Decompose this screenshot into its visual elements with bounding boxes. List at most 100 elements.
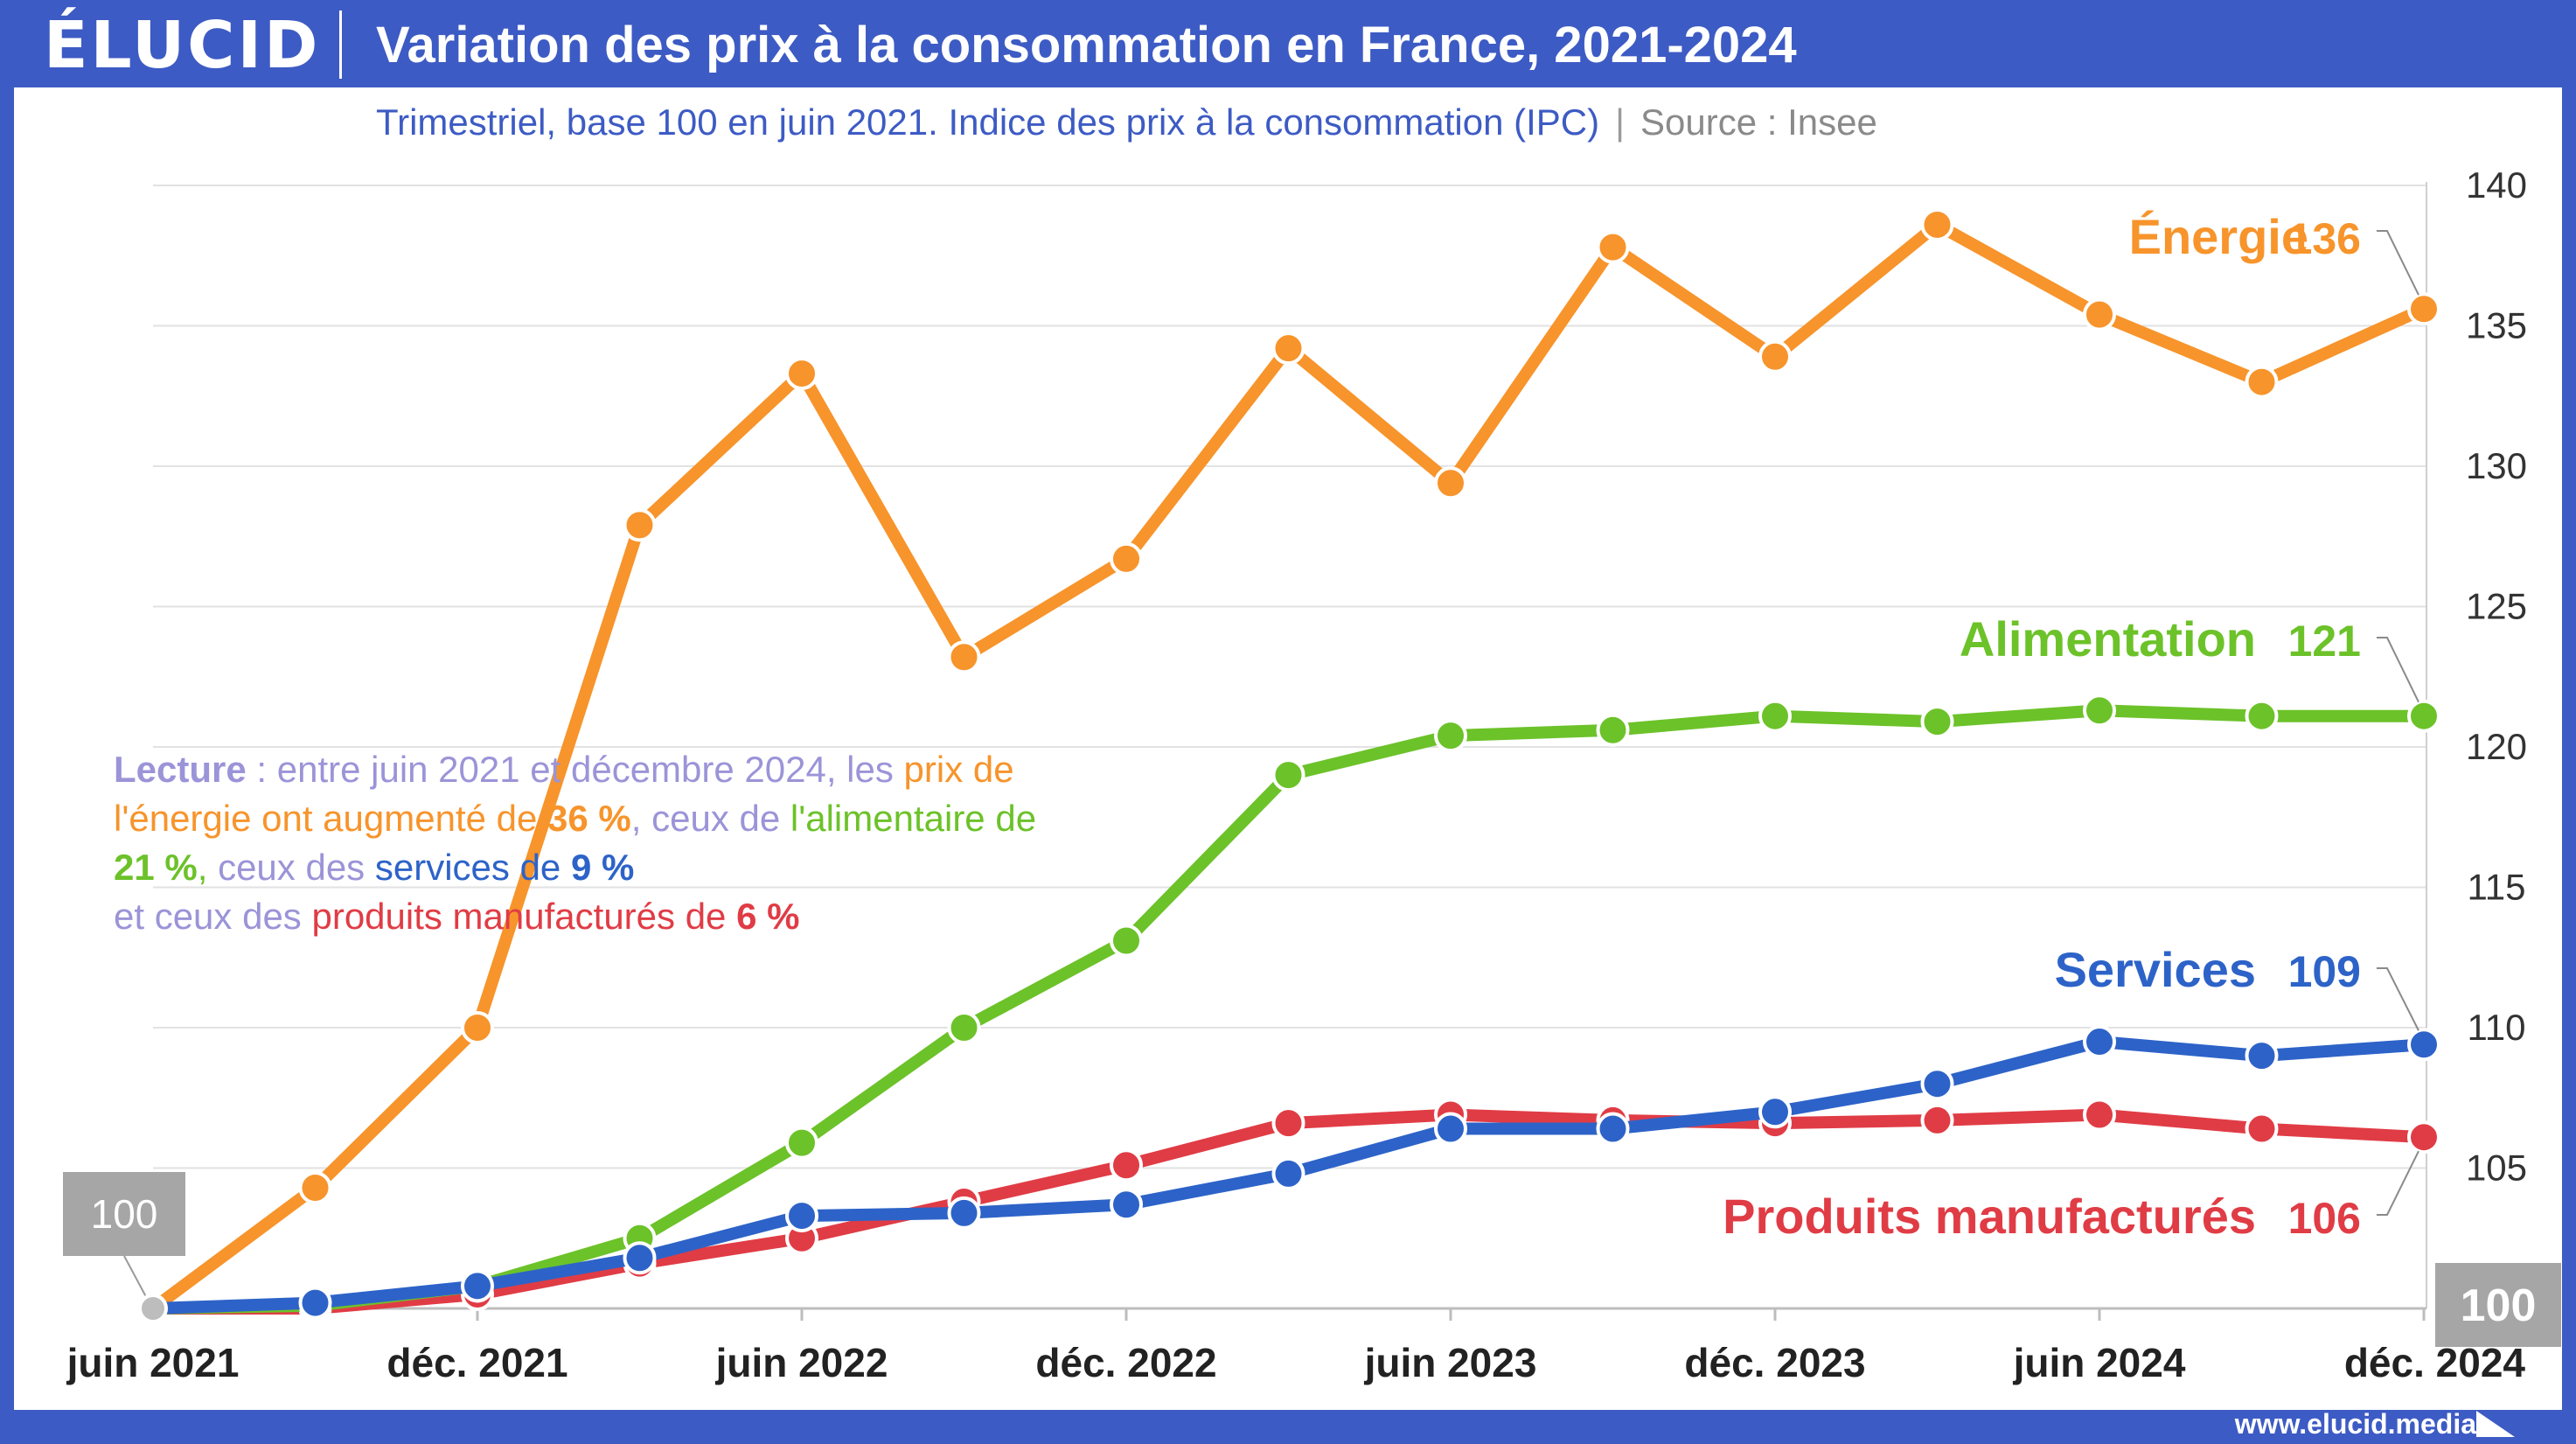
data-point (1110, 1148, 1143, 1182)
series-end-value: 121 (2288, 617, 2361, 666)
data-point (947, 640, 981, 674)
x-tick-label: juin 2024 (2013, 1340, 2186, 1385)
x-tick-label: juin 2021 (66, 1340, 240, 1385)
x-tick-label: déc. 2021 (386, 1340, 567, 1385)
data-point (1271, 1106, 1305, 1141)
data-point (1434, 466, 1467, 500)
reading-note-part: , ceux de (630, 798, 790, 839)
data-point (1920, 1067, 1954, 1101)
x-tick-label: déc. 2023 (1684, 1340, 1865, 1385)
y-tick-label: 125 (2466, 586, 2527, 627)
data-point (785, 357, 818, 391)
data-point (1596, 230, 1630, 264)
x-tick-label: juin 2022 (715, 1340, 888, 1385)
reading-note-lead: Lecture (114, 749, 247, 790)
data-point (2083, 694, 2116, 728)
data-point (1434, 1112, 1467, 1146)
y-tick-label: 120 (2466, 726, 2527, 767)
reading-note-energie: prix de l'énergie ont augmenté de (114, 749, 1014, 839)
reading-note-services-value: 9 % (570, 847, 635, 888)
data-point (298, 1286, 332, 1320)
series-label-connector (2377, 1150, 2419, 1216)
base-label-left: 100 (91, 1191, 158, 1237)
subtitle-text: Trimestriel, base 100 en juin 2021. Indi… (376, 101, 1600, 143)
data-point (2083, 297, 2116, 331)
data-point (2083, 1098, 2116, 1132)
series-name-label: Produits manufacturés (1723, 1189, 2256, 1244)
data-point (947, 1196, 981, 1230)
reading-note-energie-value: 36 % (547, 798, 631, 839)
data-point (785, 1126, 818, 1160)
x-tick-label: déc. 2022 (1035, 1340, 1216, 1385)
reading-note-services: services de (374, 847, 571, 888)
chart-title: Variation des prix à la consommation en … (376, 17, 1797, 73)
data-point (1271, 331, 1305, 366)
series-end-value: 109 (2288, 947, 2361, 996)
base-label-right: 100 (2461, 1280, 2537, 1331)
data-point (1110, 541, 1143, 576)
subtitle-separator: | (1615, 101, 1626, 143)
data-point (1110, 1188, 1143, 1222)
reading-note-part: ceux des (218, 847, 375, 888)
y-tick-label: 140 (2466, 164, 2527, 206)
series-name-label: Services (2055, 942, 2256, 997)
series-name-label: Alimentation (1960, 611, 2256, 666)
data-point (1758, 699, 1792, 733)
x-tick-label: juin 2023 (1364, 1340, 1537, 1385)
header-bar: ÉLUCID Variation des prix à la consommat… (0, 0, 2576, 87)
x-tick-label: déc. 2024 (2344, 1340, 2526, 1385)
data-point (2407, 699, 2440, 733)
reading-note-produits: produits manufacturés de (311, 896, 737, 937)
data-point (785, 1199, 818, 1233)
data-point (1596, 713, 1630, 747)
base-box-left (63, 1172, 185, 1256)
y-tick-label: 105 (2466, 1148, 2527, 1189)
data-point (2245, 1039, 2279, 1073)
series-label-connector (2377, 637, 2419, 703)
reading-note-part: , (197, 847, 219, 888)
data-point (1920, 1103, 1954, 1137)
data-point (1271, 1156, 1305, 1190)
data-point (2245, 1112, 2279, 1146)
footer-url[interactable]: www.elucid.media (2234, 1408, 2476, 1440)
source-text: Source : Insee (1640, 101, 1877, 143)
data-point (2407, 1120, 2440, 1155)
reading-note-part: : entre juin 2021 et décembre 2024, les (246, 749, 904, 790)
reading-note: Lecture : entre juin 2021 et décembre 20… (114, 745, 1076, 941)
data-point (2407, 1028, 2440, 1062)
data-point (2245, 699, 2279, 733)
elucid-logo: ÉLUCID (44, 8, 321, 83)
data-point (1920, 705, 1954, 739)
series-label-connector (2377, 230, 2419, 296)
data-point (623, 508, 657, 542)
data-point (1434, 719, 1467, 753)
data-point (461, 1269, 494, 1303)
flag-icon (2476, 1411, 2515, 1437)
series-label-connector (2377, 967, 2419, 1031)
reading-note-alimentation-value: 21 % (114, 847, 198, 888)
data-point (461, 1011, 494, 1044)
data-point (2407, 292, 2440, 326)
y-tick-label: 130 (2466, 445, 2527, 486)
y-tick-label: 135 (2466, 305, 2527, 346)
data-point (2083, 1025, 2116, 1059)
reading-note-alimentation: l'alimentaire de (790, 798, 1037, 839)
data-point (947, 1011, 981, 1044)
series-end-value: 136 (2288, 214, 2361, 263)
data-point (138, 1294, 168, 1323)
reading-note-part: et ceux des (114, 896, 312, 937)
series-end-value: 106 (2288, 1194, 2361, 1243)
y-tick-label: 110 (2468, 1007, 2526, 1048)
data-point (1758, 1095, 1792, 1129)
data-point (2245, 365, 2279, 399)
data-point (1596, 1112, 1630, 1146)
data-point (1110, 924, 1143, 958)
data-point (623, 1241, 657, 1275)
header-divider (339, 10, 342, 79)
base-box-right (2435, 1263, 2561, 1347)
data-point (1758, 339, 1792, 373)
reading-note-produits-value: 6 % (736, 896, 800, 937)
data-point (1271, 758, 1305, 792)
data-point (1920, 207, 1954, 241)
